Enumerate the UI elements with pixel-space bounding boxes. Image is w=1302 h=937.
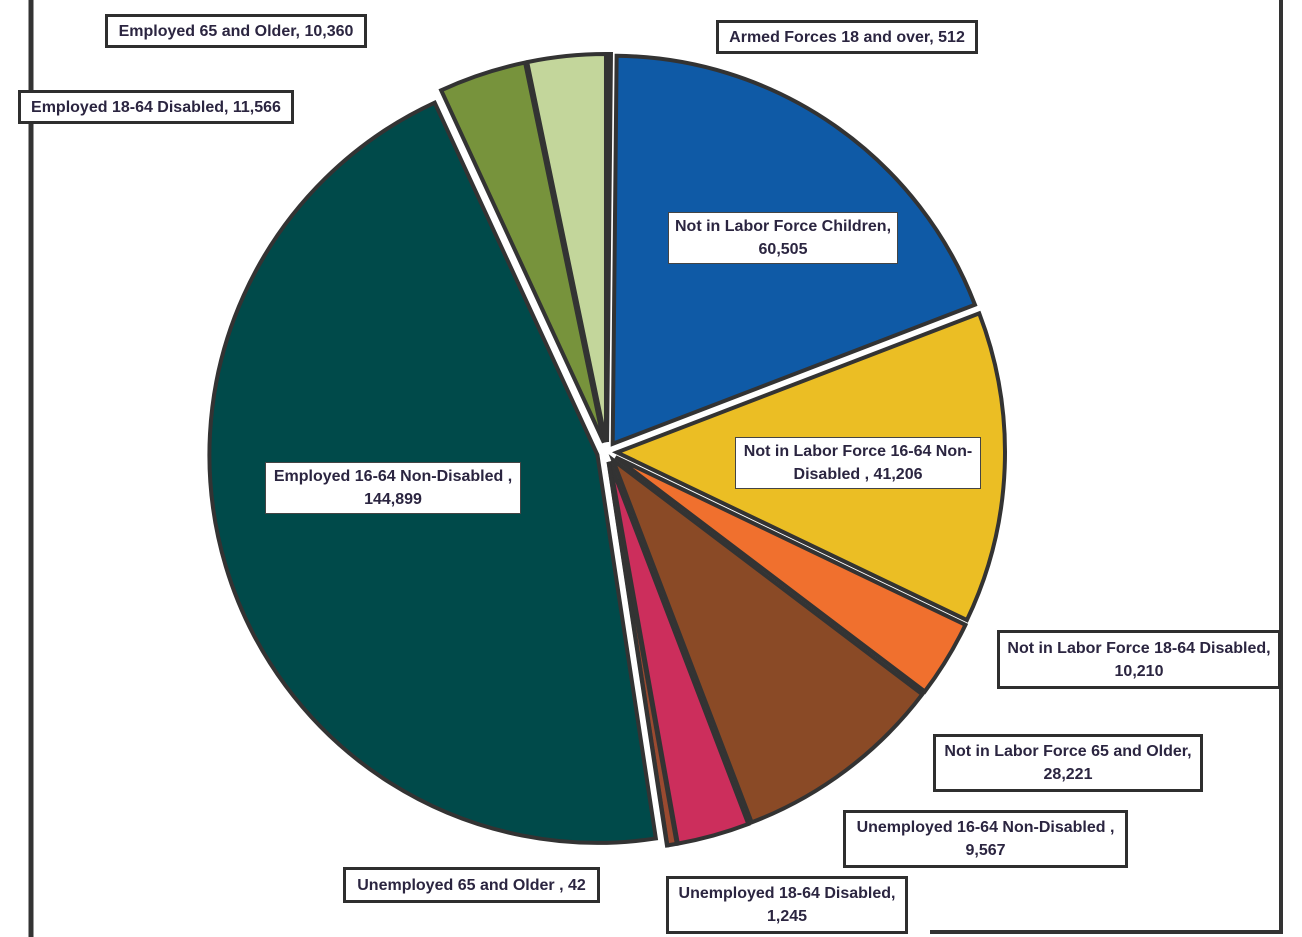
- pie-slice: [606, 461, 670, 848]
- slice-category: Employed 16-64 Non-Disabled ,: [273, 468, 513, 485]
- slice-category: Not in Labor Force 65 and Older,: [944, 743, 1192, 760]
- slice-label: Unemployed 65 and Older , 42: [343, 867, 600, 903]
- slice-value: 9,567: [965, 842, 1006, 859]
- slice-value: 60,505: [758, 241, 808, 258]
- slice-category: Employed 18-64 Disabled,: [31, 98, 229, 116]
- slice-label: Not in Labor Force Children, 60,505: [668, 212, 898, 264]
- slice-category: Employed 65 and Older,: [118, 22, 300, 40]
- slice-category: Unemployed 18-64 Disabled,: [678, 885, 896, 902]
- slice-label: Not in Labor Force 65 and Older, 28,221: [933, 734, 1203, 792]
- slice-category: Not in Labor Force 18-64 Disabled,: [1007, 639, 1271, 657]
- slice-label: Not in Labor Force 16-64 Non-Disabled , …: [735, 437, 981, 489]
- slice-category: Unemployed 65 and Older ,: [357, 876, 564, 894]
- slice-label: Not in Labor Force 18-64 Disabled, 10,21…: [997, 630, 1281, 689]
- slice-value: 28,221: [1043, 766, 1093, 783]
- slice-label-text: Armed Forces 18 and over, 512: [729, 26, 965, 49]
- slice-value: 144,899: [364, 491, 422, 508]
- slice-category: Armed Forces 18 and over,: [729, 28, 934, 46]
- slice-label-text: Unemployed 16-64 Non-Disabled , 9,567: [852, 816, 1119, 862]
- slice-label: Employed 65 and Older, 10,360: [105, 14, 367, 48]
- slice-label-text: Not in Labor Force Children, 60,505: [675, 215, 891, 261]
- slice-label-text: Employed 16-64 Non-Disabled , 144,899: [272, 465, 514, 511]
- slice-category: Not in Labor Force Children,: [675, 218, 892, 235]
- slice-label-text: Not in Labor Force 18-64 Disabled, 10,21…: [1006, 637, 1272, 683]
- slice-value: 512: [938, 28, 965, 46]
- pie-slice: [608, 454, 926, 825]
- slice-label: Employed 16-64 Non-Disabled , 144,899: [265, 462, 521, 514]
- slice-label: Unemployed 18-64 Disabled, 1,245: [666, 876, 908, 934]
- slice-label-text: Not in Labor Force 65 and Older, 28,221: [942, 740, 1194, 786]
- slice-label-text: Not in Labor Force 16-64 Non-Disabled , …: [742, 440, 974, 486]
- slice-value: 41,206: [873, 466, 923, 483]
- slice-label-text: Employed 18-64 Disabled, 11,566: [31, 96, 281, 119]
- slice-category: Not in Labor Force 16-64 Non-Disabled ,: [743, 443, 973, 483]
- slice-label: Armed Forces 18 and over, 512: [716, 20, 978, 54]
- slice-label: Employed 18-64 Disabled, 11,566: [18, 90, 294, 124]
- pie-slice: [524, 52, 608, 443]
- slice-label: Unemployed 16-64 Non-Disabled , 9,567: [843, 810, 1128, 868]
- pie-slice: [614, 455, 969, 695]
- pie-slice: [438, 60, 606, 444]
- slice-value: 10,360: [304, 22, 354, 40]
- slice-value: 10,210: [1114, 662, 1164, 680]
- slice-label-text: Unemployed 65 and Older , 42: [357, 874, 586, 897]
- slice-label-text: Employed 65 and Older, 10,360: [119, 20, 354, 43]
- slice-value: 11,566: [232, 98, 281, 116]
- slice-label-text: Unemployed 18-64 Disabled, 1,245: [675, 882, 899, 928]
- slice-category: Unemployed 16-64 Non-Disabled ,: [856, 819, 1115, 836]
- slice-value: 42: [567, 876, 586, 894]
- slice-value: 1,245: [766, 908, 808, 925]
